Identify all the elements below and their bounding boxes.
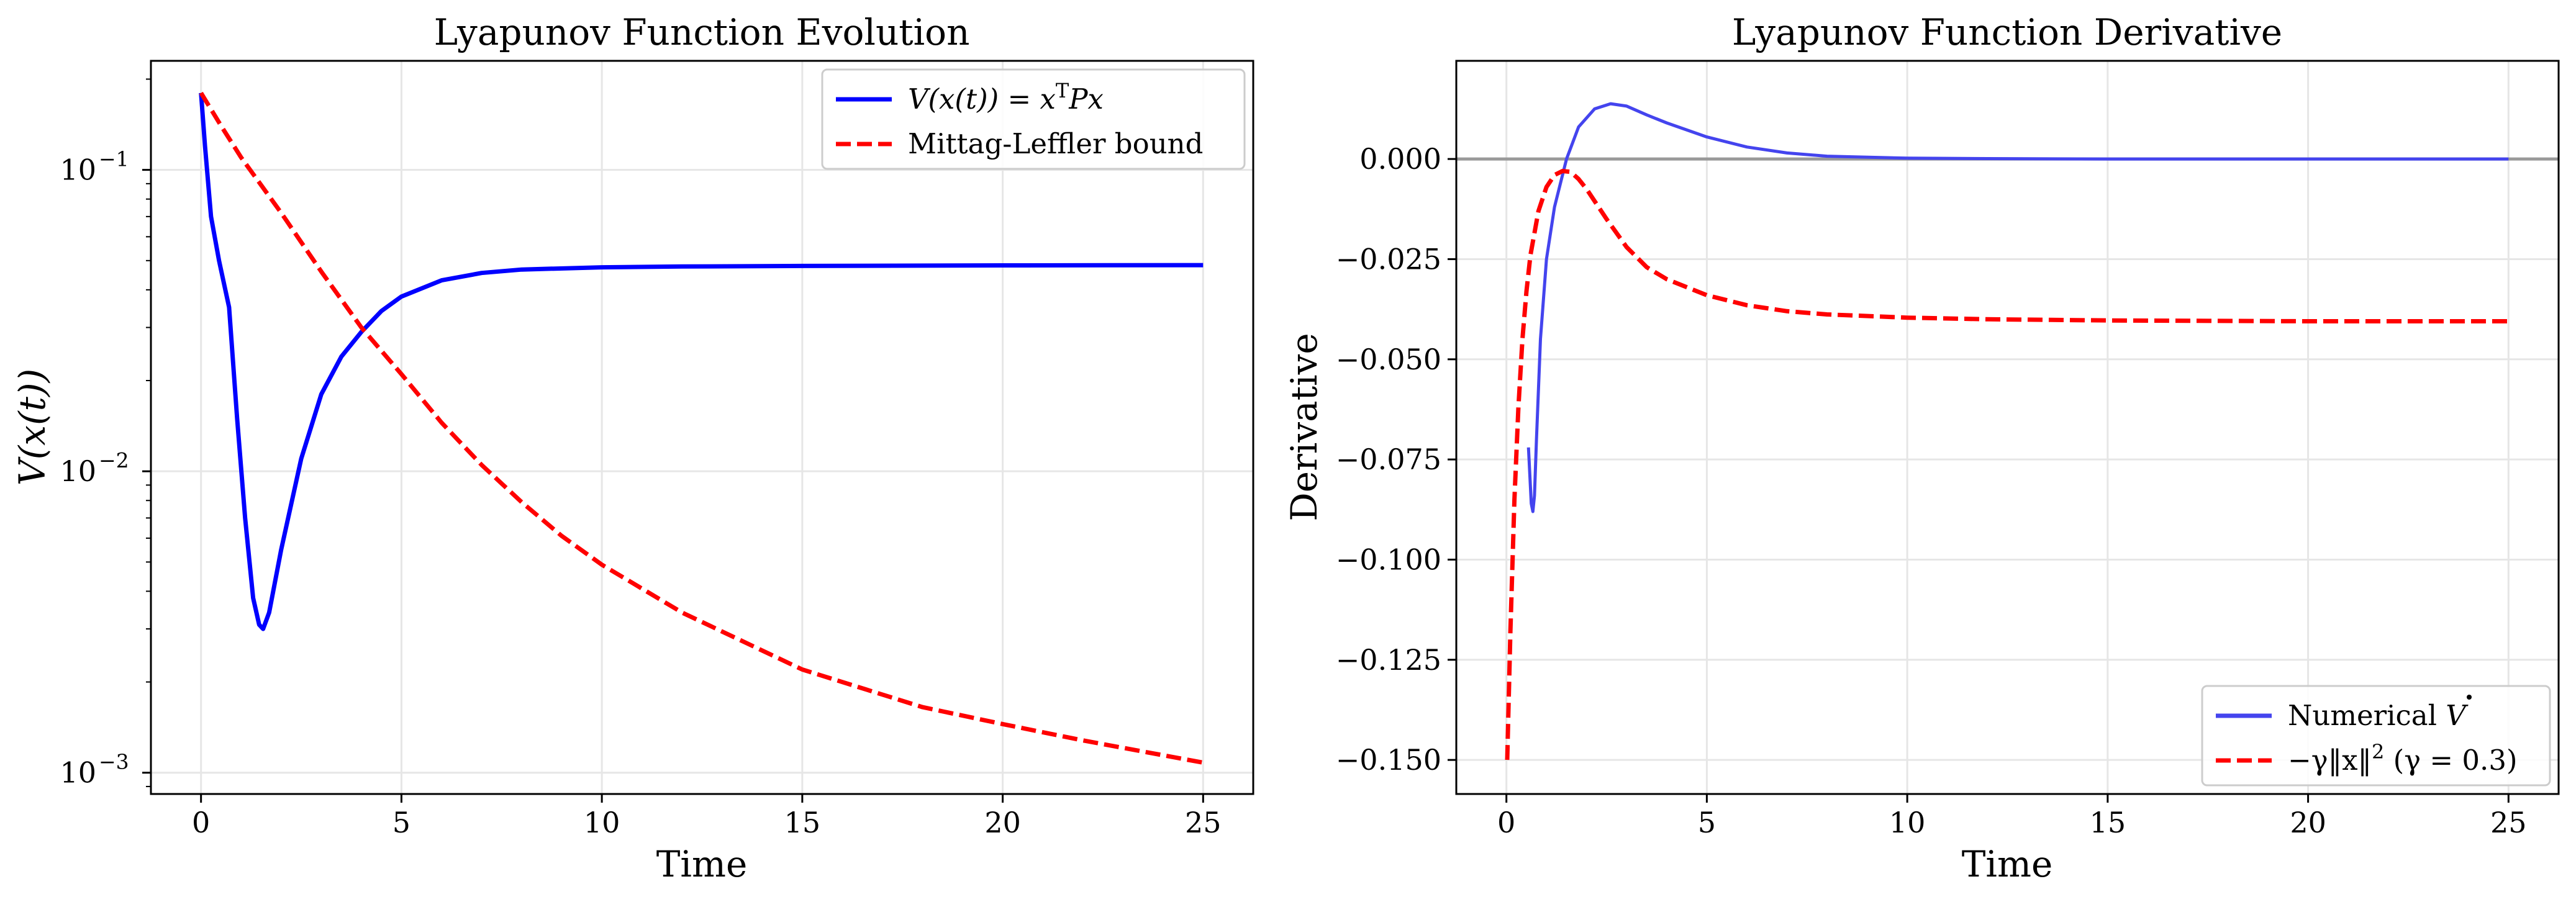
right-legend: Numerical V −γ‖x‖2 (γ = 0.3) xyxy=(2201,685,2551,787)
right-title: Lyapunov Function Derivative xyxy=(1732,11,2282,53)
x-tick-label: 0 xyxy=(1497,806,1515,839)
legend-label: Numerical V xyxy=(2288,699,2469,732)
left-legend: V(x(t)) = xTPx Mittag-Leffler bound xyxy=(821,68,1246,170)
legend-box xyxy=(2201,685,2551,787)
x-tick-label: 10 xyxy=(584,806,620,839)
y-tick-label: −0.050 xyxy=(1336,343,1441,376)
right-series xyxy=(1505,102,2509,760)
legend-label: V(x(t)) = xTPx xyxy=(908,79,1104,115)
legend-derivative-dot xyxy=(2467,695,2472,700)
series-line-2 xyxy=(199,91,1204,765)
y-tick-label: 10 xyxy=(60,454,96,488)
legend-label: Mittag-Leffler bound xyxy=(908,127,1203,160)
left-grid xyxy=(151,61,1253,794)
y-tick-label: 0.000 xyxy=(1359,142,1441,176)
series-line-2 xyxy=(1505,169,2509,760)
x-tick-label: 10 xyxy=(1889,806,1926,839)
right-ylabel: Derivative xyxy=(1283,333,1325,521)
x-tick-label: 20 xyxy=(2290,806,2326,839)
right-ticks: 0 5 10 15 20 25 0.000 −0.025 −0.050 −0.075 −0.100 −… xyxy=(1336,142,2527,839)
x-tick-label: 20 xyxy=(984,806,1021,839)
y-tick-label: 10 xyxy=(60,756,96,790)
left-series xyxy=(199,91,1204,765)
x-tick-label: 25 xyxy=(2490,806,2527,839)
x-tick-label: 15 xyxy=(784,806,821,839)
y-tick-exponent: −2 xyxy=(99,448,129,472)
series-line-1 xyxy=(1526,102,2509,513)
left-xlabel: Time xyxy=(656,843,748,885)
y-tick-label: 10 xyxy=(60,153,96,187)
x-tick-label: 5 xyxy=(392,806,410,839)
right-axes-frame xyxy=(1455,60,2560,795)
legend-label: −γ‖x‖2 (γ = 0.3) xyxy=(2288,740,2518,777)
y-tick-label: −0.075 xyxy=(1336,443,1441,476)
x-tick-label: 15 xyxy=(2090,806,2126,839)
x-tick-label: 0 xyxy=(192,806,210,839)
y-tick-label: −0.100 xyxy=(1336,543,1441,576)
right-grid xyxy=(1456,61,2559,794)
y-tick-label: −0.025 xyxy=(1336,242,1441,276)
left-axes-frame xyxy=(150,60,1254,795)
y-tick-exponent: −3 xyxy=(99,750,129,774)
series-line-1 xyxy=(199,92,1204,631)
left-title: Lyapunov Function Evolution xyxy=(434,11,970,53)
y-tick-label: −0.150 xyxy=(1336,743,1441,777)
x-tick-label: 5 xyxy=(1698,806,1716,839)
legend-box xyxy=(821,68,1246,170)
y-tick-label: −0.125 xyxy=(1336,643,1441,677)
y-tick-exponent: −1 xyxy=(99,147,129,171)
right-xlabel: Time xyxy=(1962,843,2053,885)
x-tick-label: 25 xyxy=(1185,806,1222,839)
right-panel: 0 5 10 15 20 25 0.000 −0.025 −0.050 −0.075 −0.100 −… xyxy=(1283,11,2560,885)
left-ylabel: V(x(t)) xyxy=(11,369,53,485)
